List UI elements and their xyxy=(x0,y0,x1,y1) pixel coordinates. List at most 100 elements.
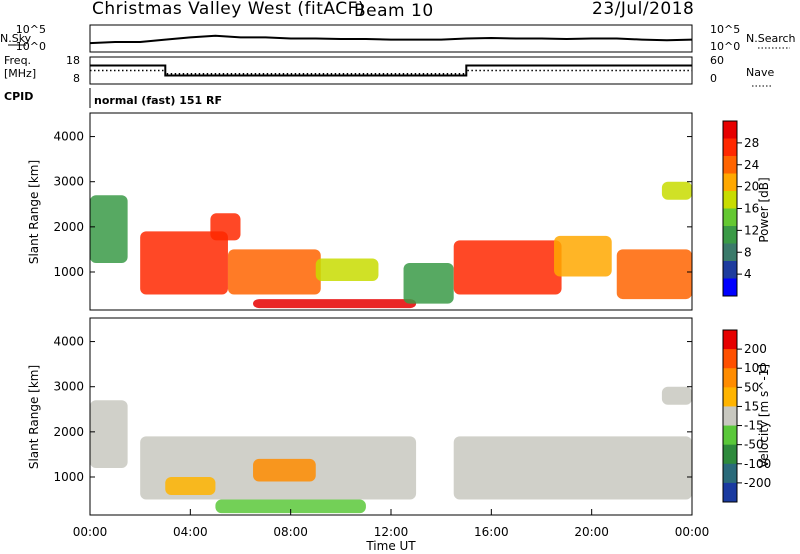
colorbar-segment xyxy=(723,482,737,503)
heatmap-region xyxy=(661,181,692,200)
cpid-label: CPID xyxy=(4,90,33,103)
colorbar-tick-label: 12 xyxy=(744,223,759,237)
velocity-ylabel: Slant Range [km] xyxy=(27,365,41,469)
velocity-colorbar xyxy=(723,330,737,503)
colorbar-tick-label: 8 xyxy=(744,245,752,259)
nave-label: Nave xyxy=(746,66,774,79)
heatmap-region xyxy=(661,386,692,405)
mode-label: normal (fast) 151 RF xyxy=(94,94,222,107)
colorbar-segment xyxy=(723,138,737,157)
power-colorbar xyxy=(723,121,737,297)
freq-ytick-top: 18 xyxy=(66,54,80,67)
velocity-colorbar-frame xyxy=(722,329,738,503)
colorbar-segment xyxy=(723,208,737,227)
nsky-label: N.Sky xyxy=(0,32,32,45)
heatmap-region xyxy=(453,436,692,500)
heatmap-region xyxy=(453,240,562,295)
noise-series-line xyxy=(89,34,693,45)
freq-label-line1: Freq. xyxy=(4,54,31,67)
power-ylabel: Slant Range [km] xyxy=(27,160,41,264)
y-tick-label: 4000 xyxy=(53,335,84,349)
freq-series-line xyxy=(90,64,692,77)
x-tick-label: 20:00 xyxy=(574,525,609,539)
colorbar-segment xyxy=(723,444,737,465)
date-label: 23/Jul/2018 xyxy=(592,0,694,19)
y-tick-label: 2000 xyxy=(53,425,84,439)
freq-label-line2: [MHz] xyxy=(4,67,36,80)
colorbar-tick-label: 20 xyxy=(744,180,759,194)
colorbar-segment xyxy=(723,156,737,174)
x-tick-label: 16:00 xyxy=(474,525,509,539)
colorbar-segment xyxy=(723,243,737,262)
heatmap-region xyxy=(140,231,228,295)
nave-ytick-bottom: 0 xyxy=(710,72,717,85)
colorbar-tick-label: 100 xyxy=(744,361,767,375)
y-tick-label: 1000 xyxy=(53,265,84,279)
velocity-x-axis: 00:00 04:00 08:00 12:00 16:00 20:00 00:00 xyxy=(73,509,710,539)
colorbar-tick-label: -50 xyxy=(744,438,764,452)
noise-ytick-bottom: 10^0 xyxy=(16,40,46,53)
colorbar-segment xyxy=(723,463,737,484)
colorbar-segment xyxy=(723,226,737,244)
colorbar-tick-label: 4 xyxy=(744,267,752,281)
colorbar-segment xyxy=(723,330,737,350)
colorbar-tick-label: 28 xyxy=(744,136,759,150)
colorbar-segment xyxy=(723,261,737,279)
heatmap-region xyxy=(403,262,454,304)
noise-y2tick-top: 10^5 xyxy=(710,23,740,36)
colorbar-segment xyxy=(723,278,737,297)
colorbar-segment xyxy=(723,406,737,427)
heatmap-region xyxy=(315,258,379,282)
power-colorbar-ticks: 28 24 20 16 12 8 4 xyxy=(737,136,759,281)
power-y-axis: 4000 3000 2000 1000 xyxy=(53,130,692,279)
beam-label: Beam 10 xyxy=(354,1,434,21)
y-tick-label: 3000 xyxy=(53,175,84,189)
noise-panel-frame xyxy=(89,24,693,53)
power-panel-frame xyxy=(89,112,693,311)
nsearch-label: N.Search xyxy=(746,32,796,45)
colorbar-tick-label: 16 xyxy=(744,202,759,216)
y-tick-label: 1000 xyxy=(53,470,84,484)
velocity-y-axis: 4000 3000 2000 1000 xyxy=(53,335,692,484)
heatmap-region xyxy=(253,458,316,482)
heatmap-region xyxy=(210,213,241,241)
colorbar-tick-label: 200 xyxy=(744,342,767,356)
colorbar-tick-label: -100 xyxy=(744,457,771,471)
heatmap-region xyxy=(616,249,692,300)
colorbar-segment xyxy=(723,173,737,192)
colorbar-tick-label: 15 xyxy=(744,399,759,413)
noise-y2tick-bottom: 10^0 xyxy=(710,40,740,53)
colorbar-segment xyxy=(723,368,737,388)
y-tick-label: 3000 xyxy=(53,380,84,394)
heatmap-region xyxy=(215,499,366,514)
heatmap-region xyxy=(90,195,128,263)
x-tick-label: 08:00 xyxy=(273,525,308,539)
nave-ytick-top: 60 xyxy=(710,54,724,67)
heatmap-region xyxy=(90,400,128,468)
heatmap-region xyxy=(165,476,216,496)
station-title: Christmas Valley West (fitACF) xyxy=(92,0,365,19)
y-tick-label: 2000 xyxy=(53,220,84,234)
heatmap-region xyxy=(227,249,321,295)
x-tick-label: 00:00 xyxy=(73,525,108,539)
colorbar-tick-label: 50 xyxy=(744,380,759,394)
y-tick-label: 4000 xyxy=(53,130,84,144)
x-tick-label: 04:00 xyxy=(173,525,208,539)
power-colorbar-label: Power [dB] xyxy=(757,177,771,242)
freq-ytick-bottom: 8 xyxy=(73,72,80,85)
velocity-colorbar-ticks: 200 100 50 15 -15 -50 -100 -200 xyxy=(737,342,771,490)
colorbar-segment xyxy=(723,425,737,446)
colorbar-tick-label: 24 xyxy=(744,158,759,172)
x-tick-label: 12:00 xyxy=(374,525,409,539)
nave-series-line xyxy=(90,69,692,75)
colorbar-segment xyxy=(723,387,737,407)
colorbar-segment xyxy=(723,121,737,139)
time-axis-label: Time UT xyxy=(365,539,416,553)
heatmap-region xyxy=(554,235,612,277)
power-heatmap xyxy=(90,181,692,309)
noise-ytick-top: 10^5 xyxy=(16,23,46,36)
heatmap-region xyxy=(253,299,417,309)
x-tick-label: 00:00 xyxy=(675,525,710,539)
velocity-colorbar-label: Velocity [m s^-1] xyxy=(757,364,771,468)
